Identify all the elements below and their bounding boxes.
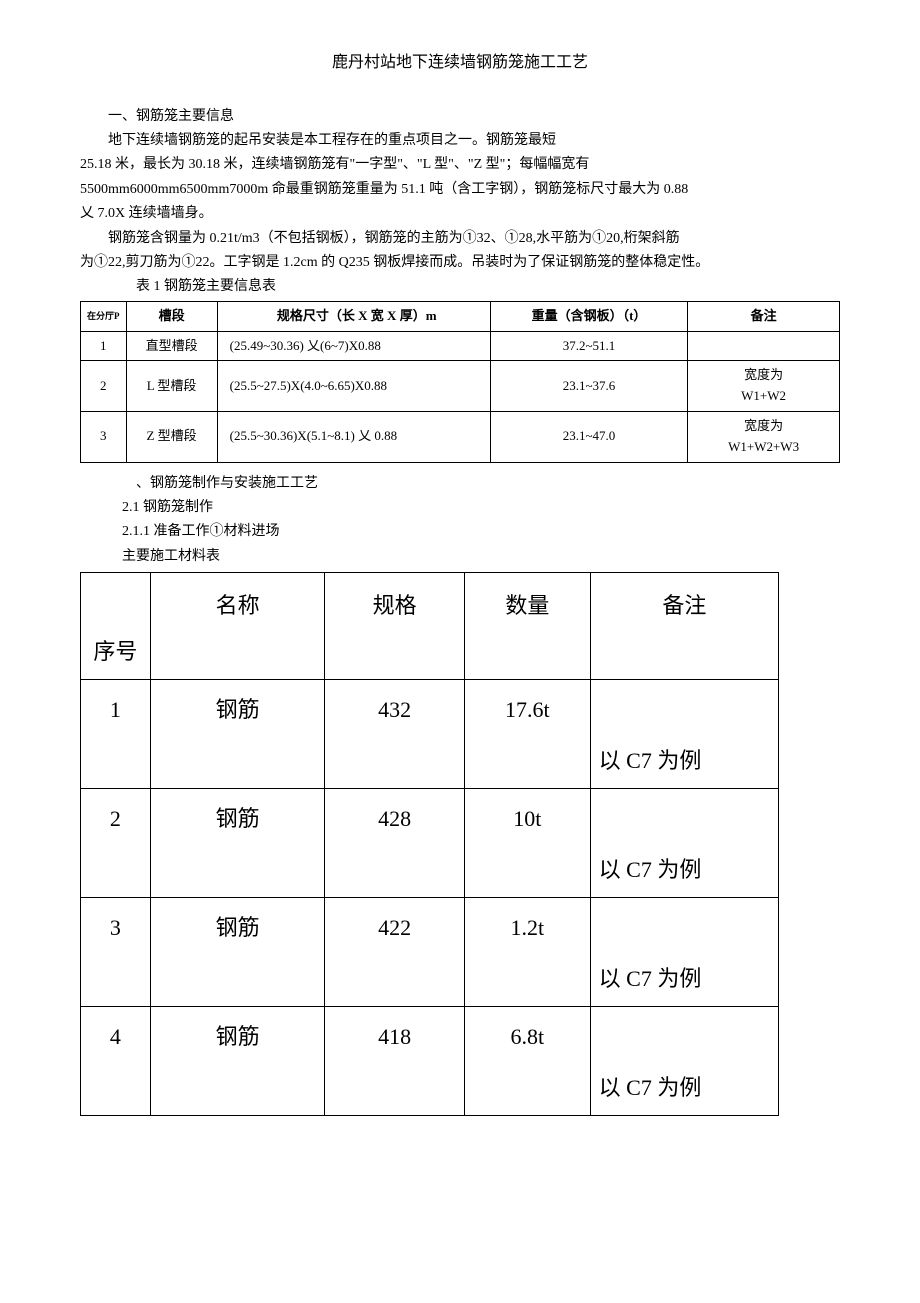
table2-cell-note: 以 C7 为例 (590, 680, 779, 789)
table2-cell-name: 钢筋 (150, 898, 325, 1007)
table2-head-spec: 规格 (325, 573, 465, 680)
table1-cell-spec: (25.5~30.36)X(5.1~8.1) 乂 0.88 (217, 411, 490, 462)
table2-row: 4 钢筋 418 6.8t 以 C7 为例 (81, 1007, 779, 1116)
table2-cell-seq: 2 (81, 789, 151, 898)
table2-cell-note: 以 C7 为例 (590, 789, 779, 898)
table2-cell-spec: 428 (325, 789, 465, 898)
table1-cell-weight: 23.1~47.0 (490, 411, 687, 462)
para1-line4: 乂 7.0X 连续墙墙身。 (80, 203, 840, 225)
table1-cell-weight: 37.2~51.1 (490, 331, 687, 361)
para2-line1: 钢筋笼含钢量为 0.21t/m3（不包括钢板），钢筋笼的主筋为①32、①28,水… (80, 228, 840, 250)
table2-cell-qty: 10t (464, 789, 590, 898)
table1-cell-spec: (25.49~30.36) 乂(6~7)X0.88 (217, 331, 490, 361)
para1-line1: 地下连续墙钢筋笼的起吊安装是本工程存在的重点项目之一。钢筋笼最短 (80, 130, 840, 152)
table2-cell-seq: 3 (81, 898, 151, 1007)
table2-head-name: 名称 (150, 573, 325, 680)
section2-line3: 2.1.1 准备工作①材料进场 (80, 521, 840, 543)
table2-header-row: 序号 名称 规格 数量 备注 (81, 573, 779, 680)
table1-cell-note (688, 331, 840, 361)
table1-cell-spec: (25.5~27.5)X(4.0~6.65)X0.88 (217, 361, 490, 412)
table2-cell-seq: 1 (81, 680, 151, 789)
table2-row: 1 钢筋 432 17.6t 以 C7 为例 (81, 680, 779, 789)
table2-row: 2 钢筋 428 10t 以 C7 为例 (81, 789, 779, 898)
table1-cell-seg: 直型槽段 (126, 331, 217, 361)
table2-cell-name: 钢筋 (150, 1007, 325, 1116)
table1-head-seq: 在分厅P (81, 301, 127, 331)
section2-line1: 、钢筋笼制作与安装施工工艺 (80, 473, 840, 495)
table1-head-note: 备注 (688, 301, 840, 331)
table1-row: 2 L 型槽段 (25.5~27.5)X(4.0~6.65)X0.88 23.1… (81, 361, 840, 412)
para1-line2: 25.18 米，最长为 30.18 米，连续墙钢筋笼有"一字型"、"L 型"、"… (80, 154, 840, 176)
table1-cage-info: 在分厅P 槽段 规格尺寸（长 X 宽 X 厚）m 重量（含钢板）（t） 备注 1… (80, 301, 840, 463)
table2-materials: 序号 名称 规格 数量 备注 1 钢筋 432 17.6t 以 C7 为例 2 … (80, 572, 779, 1116)
table2-cell-spec: 418 (325, 1007, 465, 1116)
table2-cell-note: 以 C7 为例 (590, 1007, 779, 1116)
section2-line2: 2.1 钢筋笼制作 (80, 497, 840, 519)
table2-cell-name: 钢筋 (150, 680, 325, 789)
table1-head-weight: 重量（含钢板）（t） (490, 301, 687, 331)
table2-cell-note: 以 C7 为例 (590, 898, 779, 1007)
para1-line3: 5500mm6000mm6500mm7000m 命最重钢筋笼重量为 51.1 吨… (80, 179, 840, 201)
table1-cell-seq: 3 (81, 411, 127, 462)
table1-cell-seq: 2 (81, 361, 127, 412)
table1-caption: 表 1 钢筋笼主要信息表 (80, 276, 840, 298)
table1-row: 3 Z 型槽段 (25.5~30.36)X(5.1~8.1) 乂 0.88 23… (81, 411, 840, 462)
table1-head-seg: 槽段 (126, 301, 217, 331)
section1-heading: 一、钢筋笼主要信息 (80, 106, 840, 128)
table2-cell-spec: 432 (325, 680, 465, 789)
table2-cell-seq: 4 (81, 1007, 151, 1116)
table1-cell-note: 宽度为 W1+W2+W3 (688, 411, 840, 462)
table2-cell-qty: 1.2t (464, 898, 590, 1007)
table2-cell-spec: 422 (325, 898, 465, 1007)
table1-row: 1 直型槽段 (25.49~30.36) 乂(6~7)X0.88 37.2~51… (81, 331, 840, 361)
table1-header-row: 在分厅P 槽段 规格尺寸（长 X 宽 X 厚）m 重量（含钢板）（t） 备注 (81, 301, 840, 331)
table1-cell-seg: Z 型槽段 (126, 411, 217, 462)
table2-cell-name: 钢筋 (150, 789, 325, 898)
table2-row: 3 钢筋 422 1.2t 以 C7 为例 (81, 898, 779, 1007)
table2-head-note: 备注 (590, 573, 779, 680)
table2-cell-qty: 6.8t (464, 1007, 590, 1116)
table1-cell-seq: 1 (81, 331, 127, 361)
para2-line2: 为①22,剪刀筋为①22。工字钢是 1.2cm 的 Q235 钢板焊接而成。吊装… (80, 252, 840, 274)
table1-head-spec: 规格尺寸（长 X 宽 X 厚）m (217, 301, 490, 331)
table2-cell-qty: 17.6t (464, 680, 590, 789)
table1-cell-seg: L 型槽段 (126, 361, 217, 412)
document-title: 鹿丹村站地下连续墙钢筋笼施工工艺 (80, 50, 840, 76)
table2-head-seq: 序号 (81, 573, 151, 680)
table2-head-qty: 数量 (464, 573, 590, 680)
table1-cell-weight: 23.1~37.6 (490, 361, 687, 412)
table1-cell-note: 宽度为 W1+W2 (688, 361, 840, 412)
section2-line4: 主要施工材料表 (80, 546, 840, 568)
